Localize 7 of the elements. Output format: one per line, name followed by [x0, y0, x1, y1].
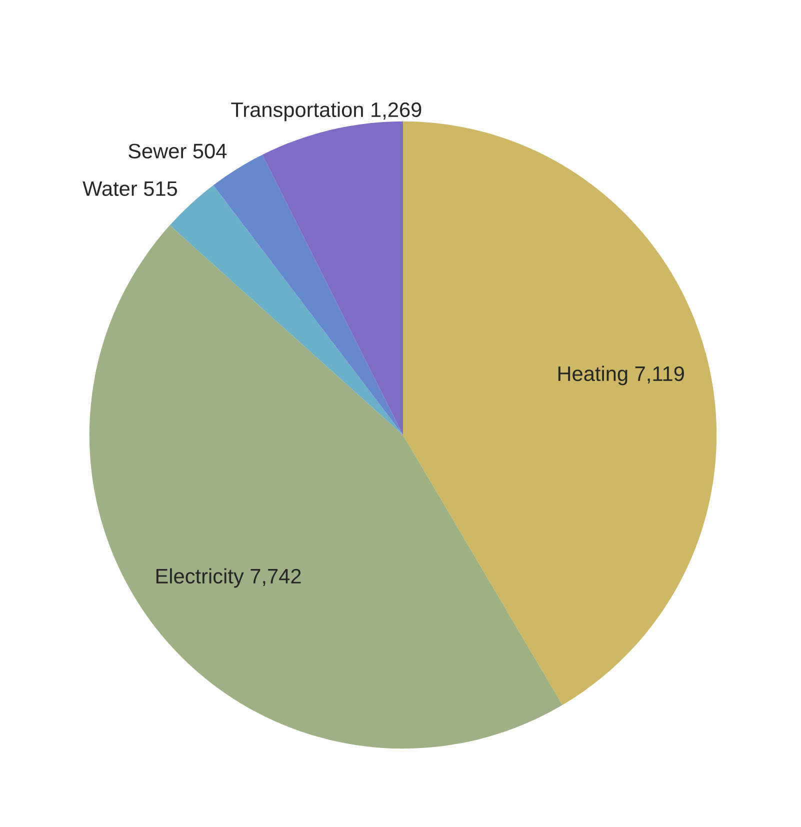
slice-label: Electricity 7,742: [156, 568, 301, 588]
slice-label: Sewer 504: [128, 144, 227, 158]
slice-label: Heating 7,119: [558, 366, 684, 386]
pie-slice: [403, 121, 717, 706]
slice-label: Water 515: [82, 181, 178, 196]
slice-label: Transportation 1,269: [231, 102, 422, 122]
pie-slice: [262, 121, 403, 435]
